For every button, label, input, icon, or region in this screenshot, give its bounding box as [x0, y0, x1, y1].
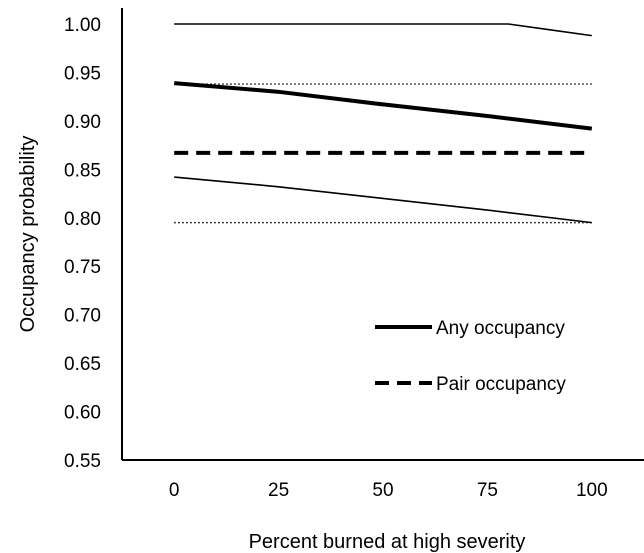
series-line-any-occupancy-estimate	[174, 81, 593, 131]
x-tick-label: 25	[268, 480, 289, 501]
y-tick-label: 0.95	[64, 63, 101, 84]
y-tick-label: 0.65	[64, 354, 101, 375]
axes-layer	[121, 8, 644, 461]
x-tick-labels: 0 25 50 75 100	[169, 480, 608, 501]
series-line-any-occupancy-upper-bound	[174, 23, 592, 37]
legend: Any occupancy Pair occupancy	[375, 318, 566, 395]
y-tick-label: 0.60	[64, 403, 101, 424]
y-tick-labels: 0.55 0.60 0.65 0.70 0.75 0.80 0.85 0.90 0.95 1.00	[64, 15, 101, 472]
y-tick-label: 0.55	[64, 451, 101, 472]
y-tick-label: 0.80	[64, 209, 101, 230]
y-tick-label: 0.75	[64, 257, 101, 278]
series-line-any-occupancy-lower-bound	[174, 176, 592, 224]
x-tick-label: 100	[576, 480, 608, 501]
x-axis-title: Percent burned at high severity	[249, 531, 526, 553]
series-layer	[174, 23, 593, 224]
x-tick-label: 0	[169, 480, 180, 501]
y-tick-label: 0.70	[64, 306, 101, 327]
x-tick-label: 75	[477, 480, 498, 501]
y-tick-label: 0.90	[64, 112, 101, 133]
y-axis-title: Occupancy probability	[17, 136, 39, 333]
legend-label-pair-occupancy: Pair occupancy	[436, 374, 566, 395]
y-tick-label: 0.85	[64, 160, 101, 181]
y-tick-label: 1.00	[64, 15, 101, 36]
legend-label-any-occupancy: Any occupancy	[436, 318, 565, 339]
x-tick-label: 50	[372, 480, 393, 501]
